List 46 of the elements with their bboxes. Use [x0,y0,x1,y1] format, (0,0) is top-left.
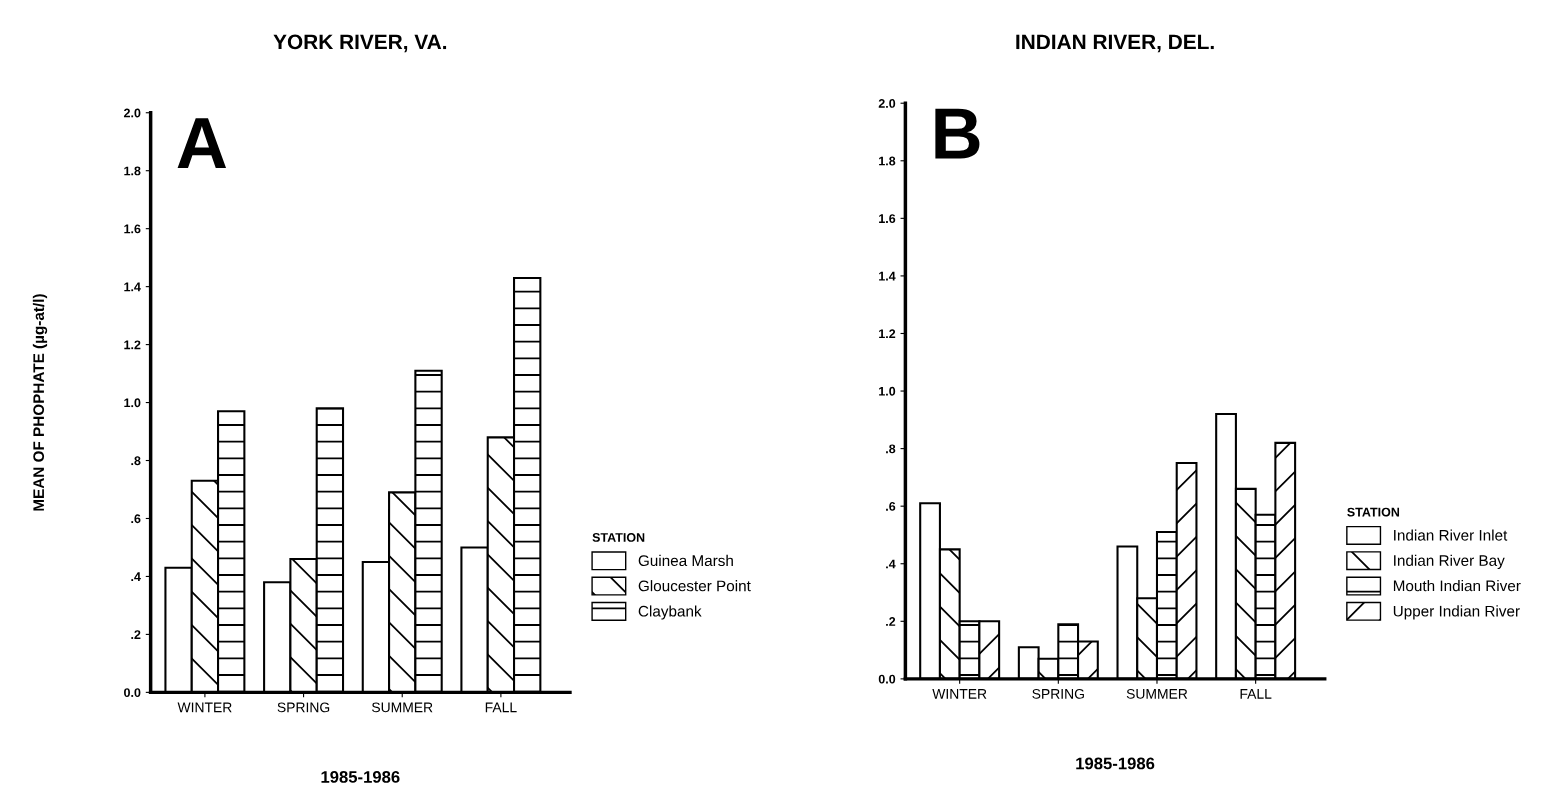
legend-label: Indian River Inlet [1394,529,1508,541]
x-tick-label: SPRING [1032,688,1084,699]
legend-label: Gloucester Point [638,580,751,592]
y-tick-label: .4 [131,572,141,581]
x-tick-label: FALL [485,702,517,713]
y-tick-label: .6 [886,501,896,511]
x-tick-label: FALL [1240,689,1272,699]
y-tick-label: 0.0 [878,674,896,684]
legend-label: Guinea Marsh [638,554,733,567]
y-tick-label: 1.6 [879,214,896,223]
chart-title: YORK RIVER, VA. [273,34,447,53]
y-tick-label: .4 [886,559,896,569]
y-tick-label: 1.2 [124,340,141,350]
annotation: B [935,108,980,159]
legend-label: Claybank [638,605,702,620]
y-tick-label: 1.4 [879,271,896,281]
x-tick-label: SUMMER [371,702,433,713]
y-tick-label: 1.4 [124,282,141,292]
x-tick-label: WINTER [932,689,987,699]
y-tick-label: 0.0 [124,688,141,698]
legend-title: STATION [592,533,645,542]
y-tick-label: 2.0 [878,99,896,108]
y-tick-label: .8 [886,444,896,454]
legend-label: Mouth Indian River [1393,580,1521,592]
y-tick-label: 2.0 [123,108,141,118]
y-tick-label: .6 [131,514,141,524]
annotation: A [177,118,227,168]
x-axis-title: 1985-1986 [321,771,400,783]
y-tick-label: 1.0 [124,398,141,408]
y-tick-label: 1.8 [879,156,896,166]
x-axis-title: 1985-1986 [1076,757,1155,770]
legend-label: Upper Indian River [1393,605,1520,620]
legend-label: Indian River Bay [1394,554,1505,569]
y-tick-label: .2 [131,630,141,639]
y-tick-label: 1.6 [124,224,141,234]
y-tick-label: 1.2 [879,329,896,339]
x-tick-label: SPRING [277,702,330,713]
y-tick-label: 1.0 [879,386,896,396]
y-tick-label: .8 [131,456,141,466]
chart-title: INDIAN RIVER, DEL. [1016,34,1214,53]
x-tick-label: WINTER [177,702,232,713]
y-axis-title: MEAN OF PHOPHATE (µg-at/l) [32,294,48,511]
legend-title: STATION [1347,507,1400,517]
x-tick-label: SUMMER [1126,688,1188,699]
y-tick-label: .2 [886,617,896,626]
y-tick-label: 1.8 [124,166,141,176]
